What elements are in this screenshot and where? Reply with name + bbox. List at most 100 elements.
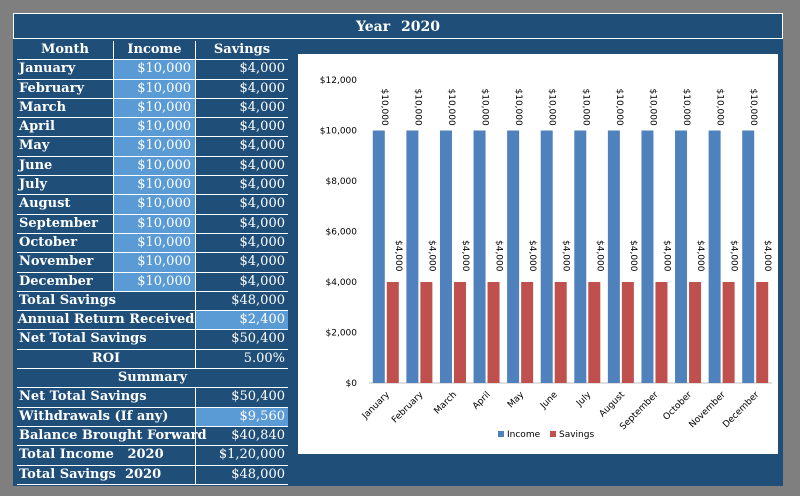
table-row: February $10,000 $4,000: [17, 79, 288, 99]
month-cell[interactable]: October: [17, 233, 114, 253]
savings-cell[interactable]: $4,000: [239, 80, 286, 96]
income-data-label: $10,000: [614, 89, 624, 126]
savings-cell[interactable]: $4,000: [239, 196, 286, 212]
income-data-label: $10,000: [513, 89, 523, 126]
income-cell[interactable]: $10,000: [114, 98, 196, 118]
table-row: December $10,000 $4,000: [17, 272, 288, 292]
total-savings-value[interactable]: $48,000: [231, 292, 285, 308]
summary-net-total-label: Net Total Savings: [17, 388, 196, 407]
savings-data-label: $4,000: [729, 240, 739, 272]
month-cell[interactable]: November: [17, 253, 114, 272]
table-row: June $10,000 $4,000: [17, 156, 288, 177]
savings-cell[interactable]: $4,000: [239, 254, 286, 270]
total-income-label: Total Income 2020: [17, 446, 196, 465]
savings-table: Month Income Savings January $10,000 $4,00…: [17, 41, 288, 485]
income-data-label: $10,000: [480, 89, 490, 126]
legend-savings-swatch: [550, 431, 556, 437]
total-income-value[interactable]: $1,20,000: [218, 447, 285, 463]
summary-net-total-value[interactable]: $50,400: [231, 389, 285, 405]
income-cell[interactable]: $10,000: [114, 79, 196, 98]
x-tick-label: December: [721, 390, 761, 430]
income-cell[interactable]: $10,000: [114, 195, 196, 214]
savings-bar: [554, 282, 567, 383]
net-total-value[interactable]: $50,400: [231, 331, 285, 347]
income-cell[interactable]: $10,000: [114, 156, 196, 176]
savings-cell[interactable]: $4,000: [239, 234, 286, 250]
summary-total-savings-label: Total Savings 2020: [17, 465, 196, 484]
month-cell[interactable]: August: [17, 195, 114, 214]
table-row: January $10,000 $4,000: [17, 60, 288, 80]
income-cell[interactable]: $10,000: [114, 60, 196, 79]
savings-cell[interactable]: $4,000: [239, 61, 286, 77]
summary-header: Summary: [117, 370, 188, 386]
month-cell[interactable]: December: [17, 272, 114, 291]
income-cell[interactable]: $10,000: [114, 253, 196, 272]
balance-value[interactable]: $40,840: [231, 427, 285, 443]
x-tick-label: October: [662, 390, 695, 423]
month-cell[interactable]: March: [17, 98, 114, 118]
savings-data-label: $4,000: [762, 240, 772, 272]
summary-total-savings-value[interactable]: $48,000: [231, 466, 285, 482]
balance-row: Balance Brought Forward $40,840: [17, 426, 288, 447]
savings-cell[interactable]: $4,000: [239, 99, 286, 115]
income-cell[interactable]: $10,000: [114, 233, 196, 253]
withdrawals-row: Withdrawals (If any) $9,560: [17, 407, 288, 427]
savings-bar: [420, 282, 433, 383]
income-bar: [607, 130, 620, 383]
income-savings-chart: $0 $2,000 $4,000 $6,000 $8,000 $10,000 $12,000…: [298, 54, 778, 454]
annual-return-value[interactable]: $2,400: [196, 311, 288, 330]
month-cell[interactable]: July: [17, 176, 114, 195]
savings-data-label: $4,000: [393, 240, 403, 272]
income-cell[interactable]: $10,000: [114, 176, 196, 195]
income-bar: [675, 130, 688, 383]
savings-cell[interactable]: $4,000: [239, 177, 286, 193]
income-cell[interactable]: $10,000: [114, 272, 196, 291]
savings-cell[interactable]: $4,000: [239, 138, 286, 154]
income-data-label: $10,000: [446, 89, 456, 126]
withdrawals-value[interactable]: $9,560: [196, 407, 288, 426]
savings-cell[interactable]: $4,000: [239, 119, 286, 135]
y-tick-label: $2,000: [326, 329, 358, 339]
income-bar: [574, 130, 587, 383]
sheet-title: Year 2020: [13, 13, 783, 39]
income-header: Income: [114, 41, 196, 60]
savings-cell[interactable]: $4,000: [239, 215, 286, 231]
income-data-label: $10,000: [647, 89, 657, 126]
table-row: March $10,000 $4,000: [17, 98, 288, 119]
legend-income-label: Income: [507, 430, 541, 440]
savings-data-label: $4,000: [628, 240, 638, 272]
chart-svg: $0 $2,000 $4,000 $6,000 $8,000 $10,000 $12,000…: [320, 76, 772, 440]
savings-data-label: $4,000: [460, 240, 470, 272]
savings-bar: [621, 282, 634, 383]
savings-cell[interactable]: $4,000: [239, 157, 286, 173]
savings-data-label: $4,000: [661, 240, 671, 272]
legend-savings-label: Savings: [559, 430, 594, 440]
table-row: April $10,000 $4,000: [17, 118, 288, 138]
income-bar: [708, 130, 721, 383]
savings-data-label: $4,000: [494, 240, 504, 272]
income-cell[interactable]: $10,000: [114, 214, 196, 233]
month-cell[interactable]: April: [17, 118, 114, 137]
month-cell[interactable]: February: [17, 79, 114, 98]
roi-value[interactable]: 5.00%: [243, 350, 285, 366]
month-cell[interactable]: January: [17, 60, 114, 79]
income-bar: [742, 130, 755, 383]
y-tick-label: $10,000: [320, 127, 357, 137]
month-cell[interactable]: May: [17, 137, 114, 156]
savings-data-label: $4,000: [695, 240, 705, 272]
income-bar: [439, 130, 452, 383]
income-data-label: $10,000: [580, 89, 590, 126]
income-cell[interactable]: $10,000: [114, 118, 196, 137]
x-tick-label: August: [598, 390, 628, 420]
income-cell[interactable]: $10,000: [114, 137, 196, 156]
month-cell[interactable]: June: [17, 156, 114, 176]
income-data-label: $10,000: [412, 89, 422, 126]
roi-label: ROI: [17, 349, 196, 369]
savings-bar: [689, 282, 702, 383]
y-tick-label: $12,000: [320, 76, 357, 86]
table-row: October $10,000 $4,000: [17, 233, 288, 254]
savings-cell[interactable]: $4,000: [239, 273, 286, 289]
y-tick-label: $4,000: [326, 278, 358, 288]
savings-sheet: Year 2020 Month Income Savings January $1…: [13, 13, 783, 486]
month-cell[interactable]: September: [17, 214, 114, 233]
